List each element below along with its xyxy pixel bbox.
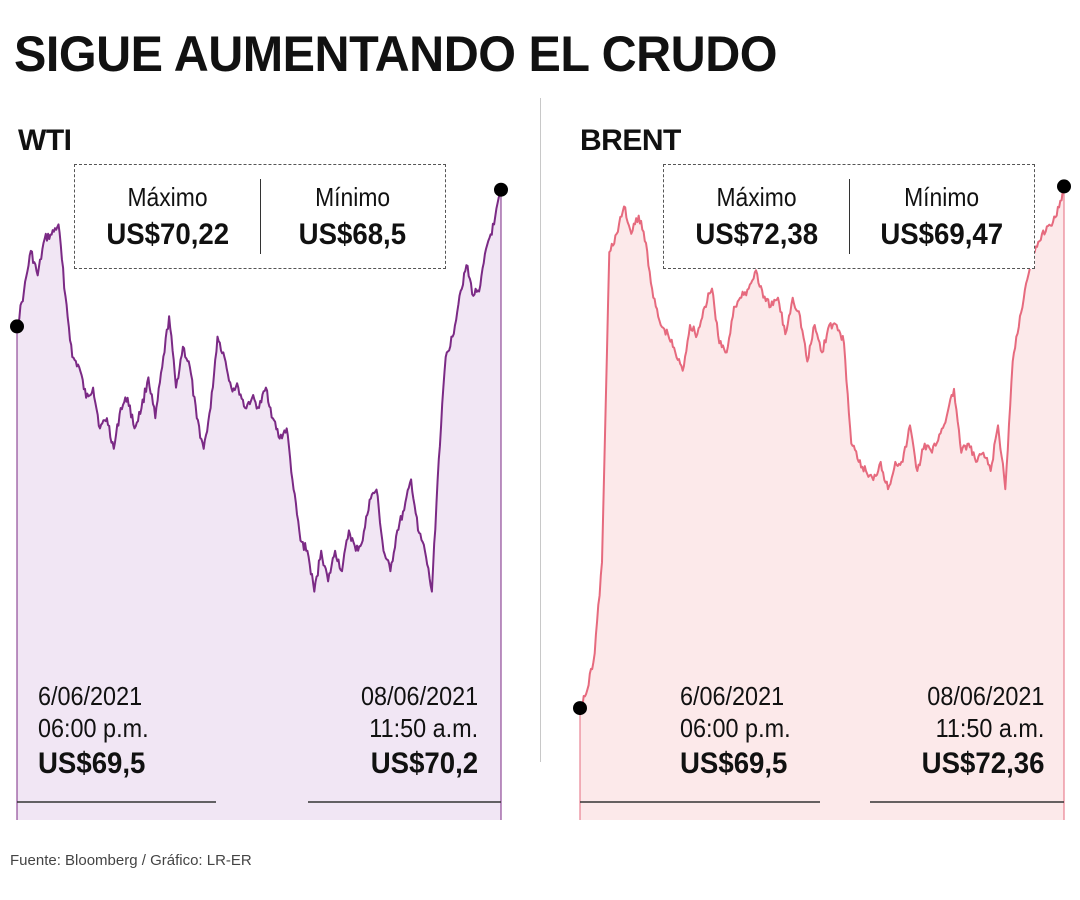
wti-start-value: US$69,5	[38, 747, 146, 780]
brent-start-value: US$69,5	[680, 747, 788, 780]
brent-end-value: US$72,36	[921, 747, 1044, 780]
source-credit: Fuente: Bloomberg / Gráfico: LR-ER	[10, 852, 252, 869]
wti-price-line	[16, 189, 502, 593]
brent-max-label: Máximo	[716, 181, 797, 212]
brent-price-line	[579, 186, 1065, 710]
brent-end-date: 08/06/2021	[926, 681, 1044, 711]
wti-end-time: 11:50 a.m.	[369, 713, 478, 743]
brent-max-value: US$72,38	[694, 217, 818, 251]
panel-divider	[540, 98, 541, 762]
wti-max-stat: Máximo US$70,22	[75, 165, 260, 268]
brent-start-time: 06:00 p.m.	[680, 713, 791, 743]
wti-stats-box: Máximo US$70,22 Mínimo US$68,5	[74, 164, 446, 269]
wti-panel: WTI Máximo US$70,22 Mínimo US$68,5 6/06/…	[0, 120, 520, 830]
wti-start-point-label: 6/06/2021 06:00 p.m. US$69,5	[38, 680, 161, 784]
brent-start-marker	[573, 701, 587, 716]
brent-min-stat: Mínimo US$69,47	[848, 179, 1035, 254]
brent-min-label: Mínimo	[904, 181, 980, 212]
brent-stats-box: Máximo US$72,38 Mínimo US$69,47	[663, 164, 1035, 269]
brent-end-marker	[1057, 179, 1071, 194]
brent-min-value: US$69,47	[880, 217, 1004, 251]
brent-start-date: 6/06/2021	[680, 681, 785, 711]
wti-start-date: 6/06/2021	[38, 681, 143, 711]
wti-max-value: US$70,22	[105, 217, 229, 251]
wti-min-label: Mínimo	[315, 181, 391, 212]
wti-end-value: US$70,2	[370, 747, 478, 780]
wti-end-date: 08/06/2021	[360, 681, 478, 711]
wti-area-chart	[10, 182, 508, 820]
wti-end-point-label: 08/06/2021 11:50 a.m. US$70,2	[348, 680, 478, 784]
brent-end-time: 11:50 a.m.	[935, 713, 1044, 743]
brent-max-stat: Máximo US$72,38	[664, 165, 849, 268]
wti-min-stat: Mínimo US$68,5	[259, 179, 446, 254]
brent-area-chart	[573, 179, 1071, 820]
brent-panel: BRENT Máximo US$72,38 Mínimo US$69,47 6/…	[560, 120, 1080, 830]
brent-panel-title: BRENT	[580, 124, 681, 157]
wti-end-marker	[494, 182, 508, 197]
brent-end-point-label: 08/06/2021 11:50 a.m. US$72,36	[911, 680, 1044, 784]
wti-area-fill	[17, 189, 501, 820]
wti-min-value: US$68,5	[299, 217, 407, 251]
wti-start-time: 06:00 p.m.	[38, 713, 149, 743]
brent-area-fill	[580, 186, 1064, 820]
wti-panel-title: WTI	[18, 124, 72, 157]
chart-title: SIGUE AUMENTANDO EL CRUDO	[14, 26, 778, 82]
wti-max-label: Máximo	[127, 181, 208, 212]
brent-start-point-label: 6/06/2021 06:00 p.m. US$69,5	[680, 680, 803, 784]
wti-start-marker	[10, 319, 24, 334]
